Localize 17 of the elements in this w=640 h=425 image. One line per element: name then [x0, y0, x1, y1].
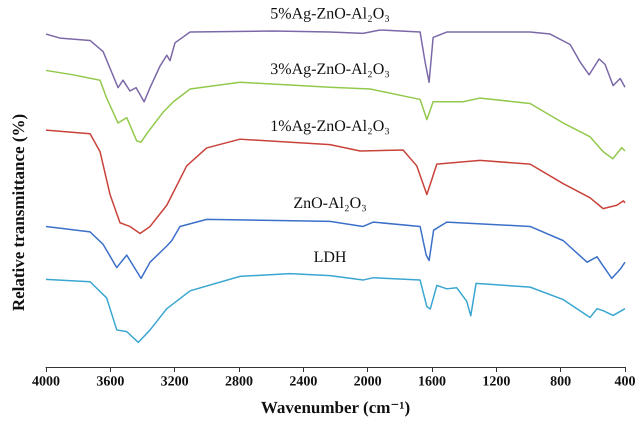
- x-tick-label: 2400: [289, 374, 318, 390]
- series-label: LDH: [314, 249, 347, 266]
- series-label: 5%Ag-ZnO-Al₂O₃: [270, 6, 390, 23]
- x-tick-label: 400: [614, 374, 636, 390]
- x-tick-label: 2000: [354, 374, 382, 390]
- x-tick-label: 3600: [96, 374, 124, 390]
- series-label: 3%Ag-ZnO-Al₂O₃: [270, 60, 390, 78]
- series-label: ZnO-Al₂O₃: [293, 194, 367, 212]
- x-tick-label: 1200: [482, 374, 510, 390]
- x-tick-label: 4000: [32, 374, 60, 390]
- x-tick-label: 2800: [225, 374, 253, 390]
- y-axis-title: Relative transmittance (%): [9, 114, 28, 312]
- x-axis-title: Wavenumber (cm⁻¹): [260, 398, 410, 417]
- x-tick-label: 800: [550, 374, 572, 390]
- x-tick-label: 1600: [418, 374, 446, 390]
- x-tick-label: 3200: [160, 374, 189, 390]
- series-label: 1%Ag-ZnO-Al₂O₃: [270, 118, 390, 136]
